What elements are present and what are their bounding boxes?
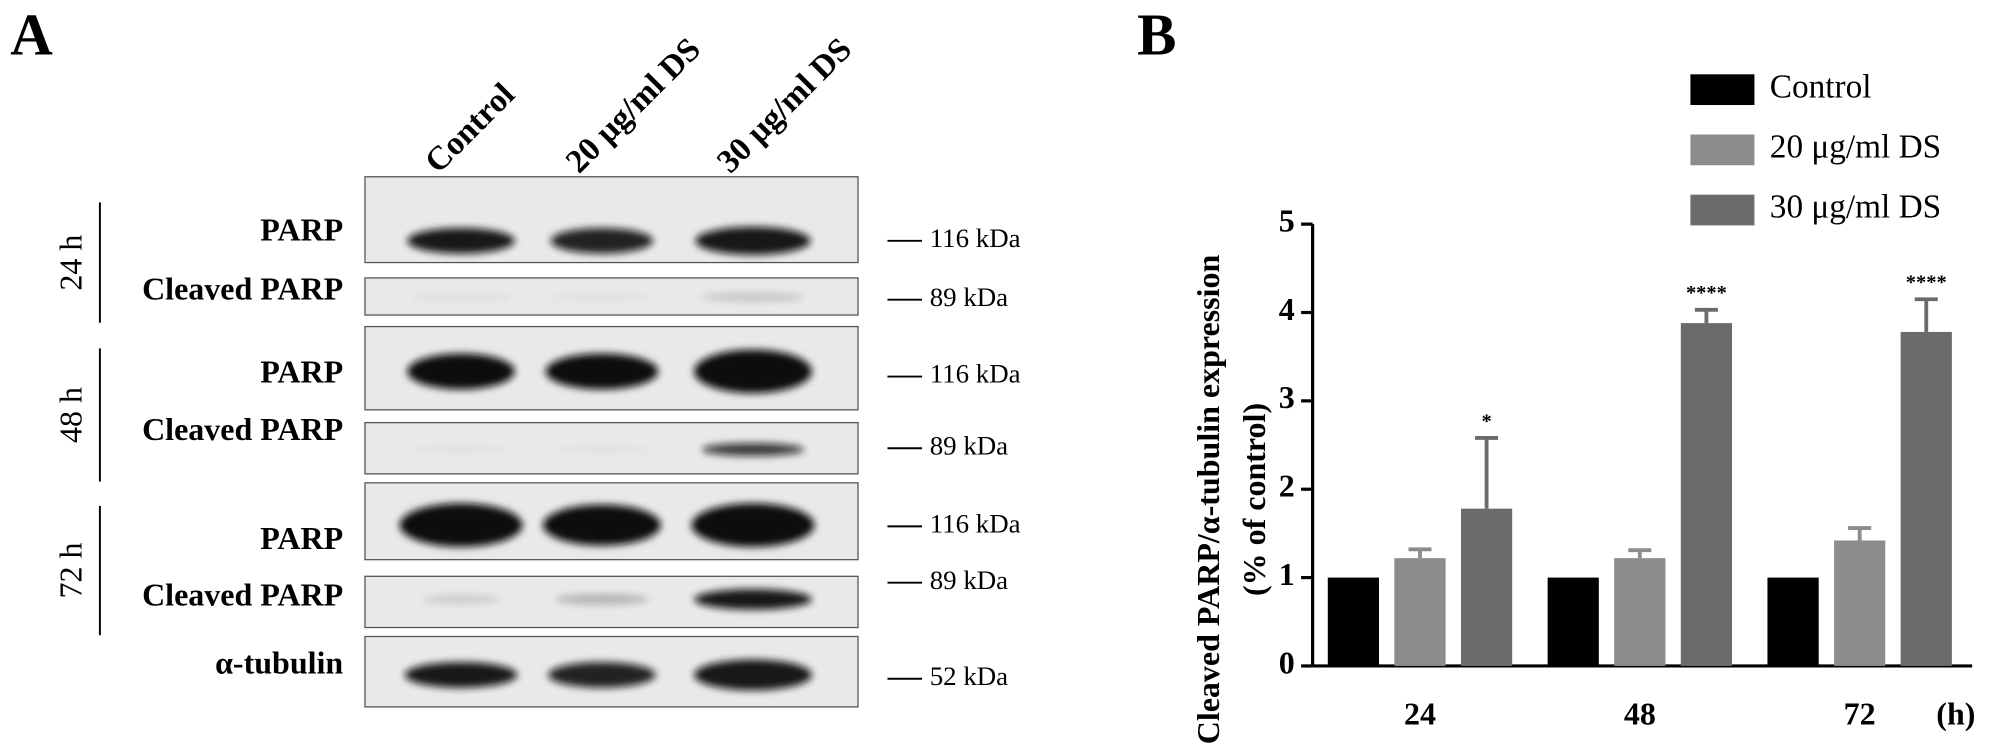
blot-band: [701, 443, 805, 456]
legend-label: 20 μg/ml DS: [1770, 128, 1941, 165]
error-bar: [1914, 297, 1938, 332]
blot-band: [695, 226, 811, 255]
legend-label: Control: [1770, 68, 1872, 105]
blot-band: [399, 503, 523, 547]
blot-band: [694, 349, 812, 394]
bar: [1460, 508, 1513, 666]
row-label: PARP: [260, 354, 343, 390]
y-tick-label: 1: [1279, 556, 1295, 592]
blot-band: [555, 594, 648, 605]
blot-band: [550, 293, 654, 301]
blot-band: [409, 293, 513, 301]
significance-label: ****: [1686, 282, 1727, 304]
marker-label: 89 kDa: [930, 282, 1008, 312]
x-tick-label: 48: [1624, 696, 1656, 732]
row-label: Cleaved PARP: [142, 576, 343, 612]
blot-band: [551, 446, 653, 454]
error-bar: [1408, 547, 1432, 559]
blot-band: [548, 662, 656, 688]
panel-label: A: [10, 3, 53, 68]
time-label: 24 h: [53, 235, 89, 291]
lane-label: Control: [418, 76, 522, 180]
y-tick-label: 4: [1279, 291, 1295, 327]
blot-band: [691, 503, 815, 547]
marker-label: 89 kDa: [930, 430, 1008, 460]
bar: [1394, 558, 1446, 666]
y-tick-label: 5: [1279, 202, 1295, 238]
legend-swatch: [1690, 74, 1755, 106]
y-axis-label: Cleaved PARP/α-tubulin expression: [1190, 254, 1226, 744]
marker-label: 52 kDa: [930, 661, 1008, 691]
blot-band: [410, 446, 512, 454]
bar: [1614, 558, 1666, 666]
marker-label: 116 kDa: [930, 223, 1021, 253]
significance-label: ****: [1906, 272, 1947, 294]
blot-band: [550, 227, 654, 254]
error-bar: [1475, 436, 1499, 509]
lane-label: 20 μg/ml DS: [559, 31, 708, 180]
significance-label: *: [1481, 410, 1491, 432]
marker-label: 116 kDa: [930, 509, 1021, 539]
blot-band: [404, 662, 518, 688]
y-tick-label: 3: [1279, 379, 1295, 415]
error-bar: [1848, 526, 1872, 541]
time-label: 72 h: [53, 543, 89, 599]
panel-label: B: [1137, 3, 1176, 68]
row-label: Cleaved PARP: [142, 270, 343, 306]
bar: [1680, 323, 1733, 666]
row-label: PARP: [260, 520, 343, 556]
row-label: PARP: [260, 211, 343, 247]
x-tick-label: 72: [1844, 696, 1876, 732]
x-unit-label: (h): [1936, 696, 1975, 732]
marker-label: 89 kDa: [930, 565, 1008, 595]
bar: [1767, 577, 1819, 666]
y-axis-label: (% of control): [1236, 403, 1272, 596]
bar: [1834, 540, 1886, 666]
blot-band: [407, 353, 515, 390]
blot-band: [694, 589, 812, 610]
blot-band: [694, 659, 812, 691]
marker-label: 116 kDa: [930, 359, 1021, 389]
blot-band: [542, 504, 661, 546]
legend-label: 30 μg/ml DS: [1770, 189, 1941, 226]
time-label: 48 h: [53, 387, 89, 443]
y-tick-label: 0: [1279, 644, 1295, 680]
bar: [1900, 331, 1952, 666]
bar: [1547, 577, 1599, 666]
x-tick-label: 24: [1404, 696, 1436, 732]
bar: [1327, 577, 1380, 666]
blot-band: [422, 595, 500, 604]
legend-swatch: [1690, 194, 1755, 226]
y-tick-label: 2: [1279, 468, 1295, 504]
error-bar: [1628, 548, 1652, 559]
row-label: Cleaved PARP: [142, 411, 343, 447]
error-bar: [1694, 307, 1718, 324]
blot-band: [701, 293, 805, 301]
row-label: α-tubulin: [215, 644, 343, 680]
blot-band: [407, 227, 515, 254]
blot-band: [545, 353, 659, 390]
lane-label: 30 μg/ml DS: [710, 31, 859, 180]
legend-swatch: [1690, 134, 1755, 166]
